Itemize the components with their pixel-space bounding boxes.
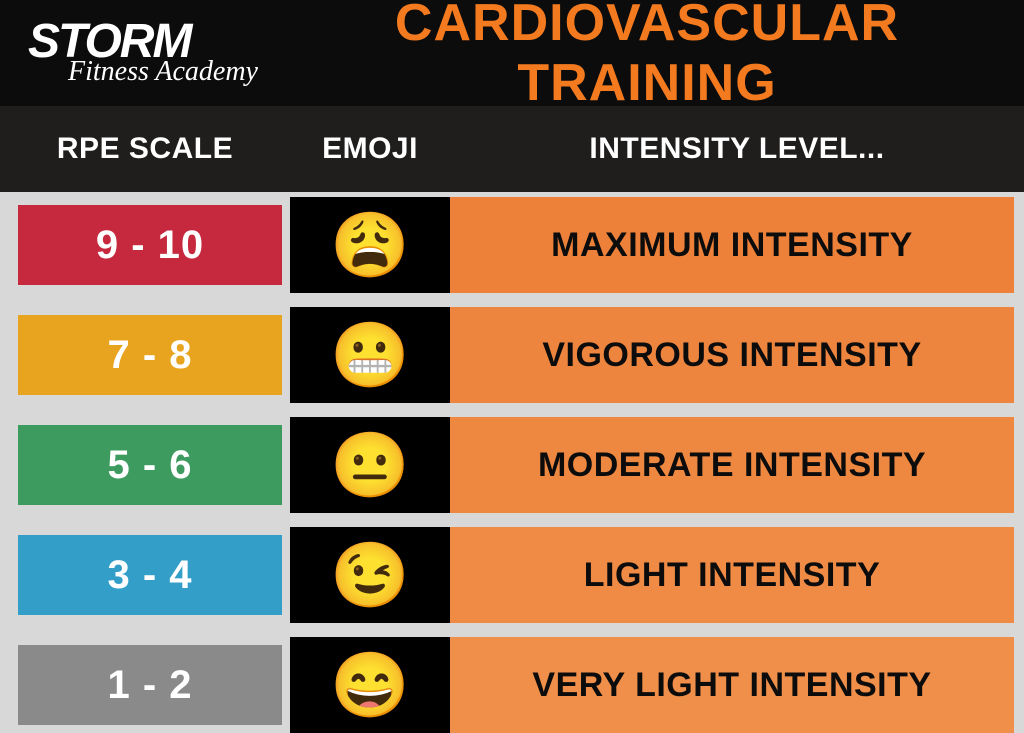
- emoji-icon: 😄: [330, 648, 410, 723]
- intensity-cell: MAXIMUM INTENSITY: [450, 197, 1014, 293]
- emoji-icon: 😬: [330, 318, 410, 393]
- col-scale-label: RPE SCALE: [57, 132, 233, 165]
- scale-value: 7 - 8: [18, 315, 282, 395]
- rpe-row: 5 - 6 😐 MODERATE INTENSITY: [10, 417, 1014, 513]
- intensity-cell: LIGHT INTENSITY: [450, 527, 1014, 623]
- scale-cell: 7 - 8: [10, 307, 290, 403]
- emoji-cell: 😉: [290, 527, 450, 623]
- intensity-cell: VIGOROUS INTENSITY: [450, 307, 1014, 403]
- emoji-icon: 😉: [330, 538, 410, 613]
- header-bar: STORM Fitness Academy CARDIOVASCULAR TRA…: [0, 0, 1024, 106]
- rpe-row: 3 - 4 😉 LIGHT INTENSITY: [10, 527, 1014, 623]
- scale-value: 9 - 10: [18, 205, 282, 285]
- brand-logo: STORM Fitness Academy: [28, 22, 258, 84]
- emoji-cell: 😩: [290, 197, 450, 293]
- intensity-label: VERY LIGHT INTENSITY: [532, 666, 931, 705]
- intensity-label: LIGHT INTENSITY: [584, 556, 881, 595]
- emoji-icon: 😐: [330, 428, 410, 503]
- emoji-cell: 😐: [290, 417, 450, 513]
- scale-value: 1 - 2: [18, 645, 282, 725]
- intensity-label: MAXIMUM INTENSITY: [551, 226, 913, 265]
- emoji-cell: 😬: [290, 307, 450, 403]
- brand-sub: Fitness Academy: [68, 59, 258, 84]
- scale-value: 3 - 4: [18, 535, 282, 615]
- col-intensity-label: INTENSITY LEVEL...: [589, 132, 884, 165]
- scale-value: 5 - 6: [18, 425, 282, 505]
- intensity-cell: VERY LIGHT INTENSITY: [450, 637, 1014, 733]
- rpe-row: 7 - 8 😬 VIGOROUS INTENSITY: [10, 307, 1014, 403]
- intensity-cell: MODERATE INTENSITY: [450, 417, 1014, 513]
- scale-cell: 9 - 10: [10, 197, 290, 293]
- scale-cell: 3 - 4: [10, 527, 290, 623]
- emoji-icon: 😩: [330, 208, 410, 283]
- scale-cell: 1 - 2: [10, 637, 290, 733]
- column-header-row: RPE SCALE EMOJI INTENSITY LEVEL...: [0, 106, 1024, 192]
- scale-cell: 5 - 6: [10, 417, 290, 513]
- intensity-label: MODERATE INTENSITY: [538, 446, 926, 485]
- col-emoji-label: EMOJI: [322, 132, 418, 165]
- page-title: CARDIOVASCULAR TRAINING: [298, 0, 996, 113]
- rpe-row: 9 - 10 😩 MAXIMUM INTENSITY: [10, 197, 1014, 293]
- emoji-cell: 😄: [290, 637, 450, 733]
- rpe-rows: 9 - 10 😩 MAXIMUM INTENSITY 7 - 8 😬 VIGOROUS I…: [0, 197, 1024, 733]
- intensity-label: VIGOROUS INTENSITY: [542, 336, 921, 375]
- rpe-row: 1 - 2 😄 VERY LIGHT INTENSITY: [10, 637, 1014, 733]
